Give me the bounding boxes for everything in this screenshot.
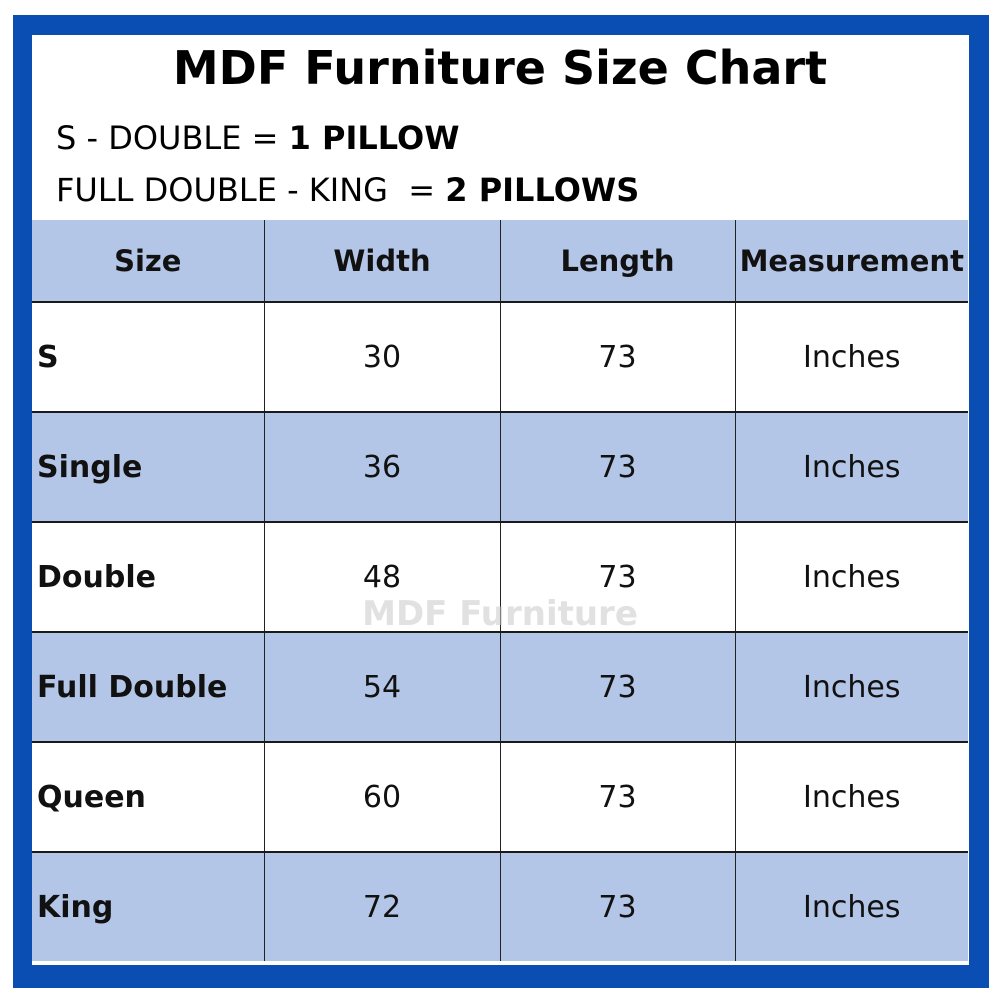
header-measurement: Measurement bbox=[734, 220, 968, 303]
size-cell: King bbox=[32, 852, 264, 961]
measurement-cell: Inches bbox=[734, 522, 968, 633]
measurement-cell: Inches bbox=[734, 852, 968, 961]
size-cell: Full Double bbox=[32, 632, 264, 743]
pillow-note-value: 2 PILLOWS bbox=[445, 171, 640, 209]
width-cell: 54 bbox=[263, 632, 500, 743]
table-row: King 72 73 Inches bbox=[32, 852, 968, 961]
pillow-note-double: FULL DOUBLE - KING = 2 PILLOWS bbox=[56, 170, 639, 210]
size-cell: S bbox=[32, 302, 264, 413]
width-cell: 60 bbox=[263, 742, 500, 853]
size-cell: Double bbox=[32, 522, 264, 633]
table-row: Queen 60 73 Inches bbox=[32, 742, 968, 853]
length-cell: 73 bbox=[499, 852, 735, 961]
pillow-note-label: S - DOUBLE = bbox=[56, 119, 289, 157]
size-table: Size Width Length Measurement S 30 73 In… bbox=[32, 220, 968, 961]
length-cell: 73 bbox=[499, 742, 735, 853]
width-cell: 48 bbox=[263, 522, 500, 633]
table-row: Double 48 73 Inches bbox=[32, 522, 968, 633]
measurement-cell: Inches bbox=[734, 742, 968, 853]
header-width: Width bbox=[263, 220, 500, 303]
length-cell: 73 bbox=[499, 302, 735, 413]
measurement-cell: Inches bbox=[734, 632, 968, 743]
header-length: Length bbox=[499, 220, 735, 303]
table-row: Full Double 54 73 Inches bbox=[32, 632, 968, 743]
header-size: Size bbox=[32, 220, 264, 303]
pillow-note-value: 1 PILLOW bbox=[288, 119, 460, 157]
measurement-cell: Inches bbox=[734, 412, 968, 523]
length-cell: 73 bbox=[499, 412, 735, 523]
width-cell: 30 bbox=[263, 302, 500, 413]
pillow-note-label: FULL DOUBLE - KING = bbox=[56, 171, 446, 209]
table-row: Single 36 73 Inches bbox=[32, 412, 968, 523]
page-title: MDF Furniture Size Chart bbox=[172, 41, 828, 95]
pillow-note-single: S - DOUBLE = 1 PILLOW bbox=[56, 118, 460, 158]
table-row: S 30 73 Inches bbox=[32, 302, 968, 413]
table-header-row: Size Width Length Measurement bbox=[32, 220, 968, 303]
length-cell: 73 bbox=[499, 522, 735, 633]
width-cell: 36 bbox=[263, 412, 500, 523]
measurement-cell: Inches bbox=[734, 302, 968, 413]
length-cell: 73 bbox=[499, 632, 735, 743]
width-cell: 72 bbox=[263, 852, 500, 961]
size-cell: Single bbox=[32, 412, 264, 523]
size-cell: Queen bbox=[32, 742, 264, 853]
